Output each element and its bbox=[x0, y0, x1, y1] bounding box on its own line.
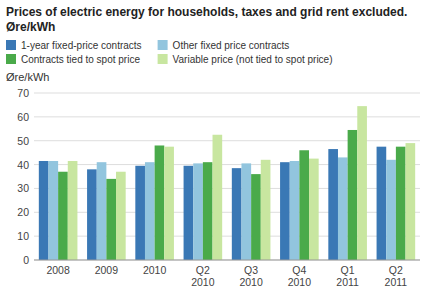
bar bbox=[328, 149, 338, 260]
legend-item: Other fixed price contracts bbox=[158, 40, 290, 51]
bar bbox=[184, 166, 194, 260]
x-tick-line: Q4 bbox=[292, 264, 306, 276]
x-tick-line: 2010 bbox=[191, 276, 215, 288]
bar bbox=[232, 168, 242, 260]
legend-swatch bbox=[6, 54, 16, 64]
x-ticks: 200820092010Q22010Q32010Q42010Q12011Q220… bbox=[46, 264, 407, 288]
legend-item: Contracts tied to spot price bbox=[6, 54, 140, 65]
y-tick-label: 40 bbox=[17, 159, 29, 171]
y-axis-label: Øre/kWh bbox=[6, 71, 49, 83]
x-tick-label: Q22011 bbox=[385, 264, 408, 288]
x-tick-label: 2010 bbox=[143, 264, 167, 276]
bar bbox=[386, 160, 396, 260]
y-tick-label: 70 bbox=[17, 87, 29, 99]
bar bbox=[39, 161, 49, 260]
x-tick-line: Q1 bbox=[341, 264, 355, 276]
y-tick-label: 20 bbox=[17, 206, 29, 218]
bar bbox=[106, 179, 116, 260]
bar bbox=[348, 130, 358, 260]
bar bbox=[135, 166, 145, 260]
bar bbox=[97, 162, 107, 260]
x-tick-line: 2010 bbox=[143, 264, 167, 276]
grid bbox=[34, 93, 420, 260]
bar bbox=[280, 162, 290, 260]
legend-item: Variable price (not tied to spot price) bbox=[158, 54, 333, 65]
bar bbox=[241, 163, 251, 260]
legend-swatch bbox=[6, 40, 16, 50]
x-tick-line: Q2 bbox=[389, 264, 403, 276]
bar bbox=[396, 147, 406, 260]
bar bbox=[48, 161, 58, 260]
y-tick-label: 0 bbox=[23, 254, 29, 266]
legend-label: Contracts tied to spot price bbox=[21, 54, 140, 65]
bar bbox=[145, 162, 155, 260]
legend-item: 1-year fixed-price contracts bbox=[6, 40, 142, 51]
y-tick-label: 50 bbox=[17, 135, 29, 147]
x-axis-line bbox=[34, 260, 420, 261]
x-tick-line: Q2 bbox=[196, 264, 210, 276]
x-tick-label: 2008 bbox=[46, 264, 70, 276]
bar bbox=[261, 160, 271, 260]
title-line: Prices of electric energy for households… bbox=[6, 5, 407, 19]
bar bbox=[155, 145, 165, 260]
bar bbox=[213, 135, 223, 260]
bar bbox=[357, 106, 367, 260]
x-tick-label: Q12011 bbox=[336, 264, 359, 288]
bar bbox=[299, 150, 309, 260]
legend: 1-year fixed-price contracts Other fixed … bbox=[6, 40, 333, 65]
bar bbox=[164, 147, 174, 260]
bar bbox=[68, 161, 78, 260]
legend-swatch bbox=[158, 54, 168, 64]
y-ticks: 0 10 20 30 40 50 60 70 bbox=[17, 87, 29, 266]
y-tick-label: 30 bbox=[17, 182, 29, 194]
bar bbox=[251, 174, 261, 260]
x-tick-line: 2011 bbox=[385, 276, 408, 288]
x-tick-label: Q32010 bbox=[239, 264, 263, 288]
y-tick-label: 10 bbox=[17, 230, 29, 242]
title: Prices of electric energy for households… bbox=[6, 5, 407, 34]
bar bbox=[58, 172, 68, 260]
bar bbox=[203, 162, 213, 260]
bars bbox=[39, 106, 415, 260]
x-tick-line: 2010 bbox=[239, 276, 263, 288]
bar bbox=[116, 172, 126, 260]
x-tick-line: 2011 bbox=[336, 276, 359, 288]
bar bbox=[290, 161, 300, 260]
title-line: Øre/kWh bbox=[6, 20, 55, 34]
bar bbox=[87, 169, 97, 260]
legend-label: 1-year fixed-price contracts bbox=[21, 40, 142, 51]
legend-label: Variable price (not tied to spot price) bbox=[173, 54, 333, 65]
bar bbox=[309, 159, 319, 260]
x-tick-line: 2009 bbox=[95, 264, 119, 276]
bar bbox=[377, 147, 387, 260]
grid-line bbox=[34, 93, 420, 94]
x-tick-label: Q22010 bbox=[191, 264, 215, 288]
bar bbox=[193, 163, 203, 260]
legend-swatch bbox=[158, 40, 168, 50]
x-tick-label: Q42010 bbox=[288, 264, 312, 288]
x-tick-line: Q3 bbox=[244, 264, 258, 276]
chart: Prices of electric energy for households… bbox=[0, 0, 428, 292]
x-tick-line: 2008 bbox=[46, 264, 70, 276]
grid-line bbox=[34, 260, 420, 261]
x-tick-line: 2010 bbox=[288, 276, 312, 288]
bar bbox=[406, 143, 416, 260]
x-tick-label: 2009 bbox=[95, 264, 119, 276]
y-tick-label: 60 bbox=[17, 111, 29, 123]
bar bbox=[338, 157, 348, 260]
legend-label: Other fixed price contracts bbox=[173, 40, 290, 51]
